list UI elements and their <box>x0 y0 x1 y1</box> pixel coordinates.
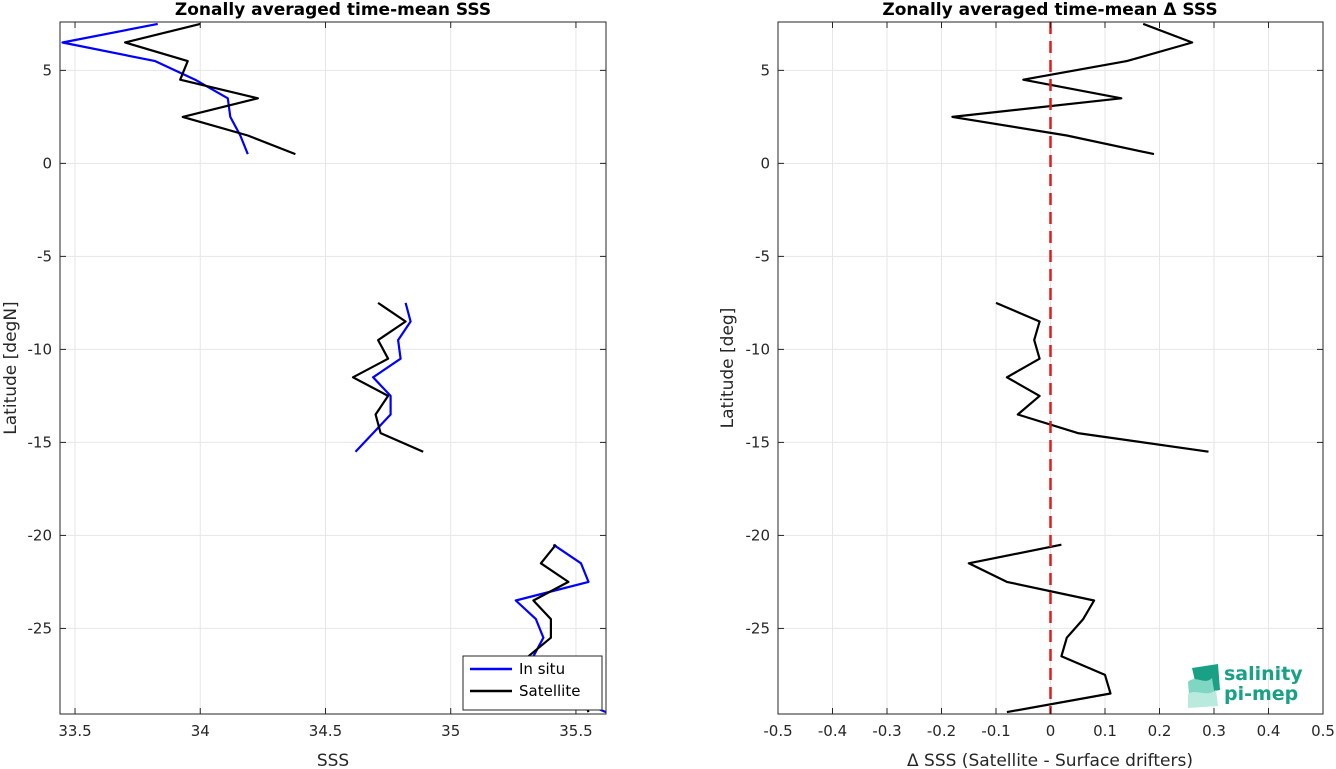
x-tick-label: 0.1 <box>1093 722 1117 740</box>
legend-box <box>462 655 603 711</box>
x-tick-label: -0.3 <box>872 722 901 740</box>
logo-text-salinity: salinity <box>1224 663 1303 685</box>
y-tick-label: 5 <box>42 61 52 79</box>
series-line-satellite <box>351 301 424 453</box>
series-line-delta-sss <box>967 543 1112 714</box>
x-tick-label: -0.1 <box>981 722 1010 740</box>
wave-logo-icon <box>1188 664 1220 708</box>
y-tick-label: -10 <box>28 340 53 358</box>
y-tick-label: 0 <box>760 154 770 172</box>
x-tick-label: 34 <box>191 722 210 740</box>
x-tick-label: 0.3 <box>1202 722 1226 740</box>
series-lines <box>951 22 1209 714</box>
y-tick-label: -20 <box>28 526 53 544</box>
axes-box <box>59 21 607 715</box>
sss-panel: 33.5 34 34.5 35 35.5 5 0 -5 -10 -15 -20 -25 Zonally… <box>1 0 607 769</box>
y-tick-label: -5 <box>37 247 52 265</box>
x-tick-label: 33.5 <box>58 722 91 740</box>
x-tick-label: 0 <box>1046 722 1056 740</box>
ticks: 33.5 34 34.5 35 35.5 5 0 -5 -10 -15 -20 -25 <box>28 22 606 740</box>
series-line-delta-sss <box>995 301 1209 453</box>
y-tick-label: -25 <box>28 619 53 637</box>
chart-title: Zonally averaged time-mean SSS <box>175 0 491 20</box>
x-tick-label: -0.2 <box>927 722 956 740</box>
legend-label-in-situ: In situ <box>519 660 565 678</box>
y-tick-label: -15 <box>746 433 771 451</box>
x-tick-label: 0.2 <box>1148 722 1172 740</box>
y-tick-label: -10 <box>746 340 771 358</box>
y-tick-label: 5 <box>760 61 770 79</box>
series-line-delta-sss <box>951 22 1194 156</box>
salinity-pi-mep-logo: salinity pi-mep <box>1188 663 1303 708</box>
y-axis-label: Latitude [deg] <box>718 308 738 429</box>
x-tick-label: -0.4 <box>818 722 847 740</box>
y-tick-label: -20 <box>746 526 771 544</box>
series-line-satellite <box>123 22 296 156</box>
grid <box>60 22 606 714</box>
y-tick-label: -25 <box>746 619 771 637</box>
x-tick-label: 35 <box>441 722 460 740</box>
y-tick-label: -15 <box>28 433 53 451</box>
logo-text-pi-mep: pi-mep <box>1224 683 1298 705</box>
delta-sss-panel: -0.5 -0.4 -0.3 -0.2 -0.1 0 0.1 0.2 0.3 0.4 0.5 5 0 -5… <box>718 0 1335 769</box>
x-tick-label: 0.4 <box>1257 722 1281 740</box>
legend-label-satellite: Satellite <box>519 682 580 700</box>
x-axis-label: Δ SSS (Satellite - Surface drifters) <box>907 751 1193 769</box>
y-tick-label: 0 <box>42 154 52 172</box>
x-tick-label: 35.5 <box>559 722 592 740</box>
y-axis-label: Latitude [degN] <box>1 301 21 434</box>
x-axis-label: SSS <box>317 751 349 769</box>
x-tick-label: -0.5 <box>763 722 792 740</box>
chart-title: Zonally averaged time-mean Δ SSS <box>882 0 1217 20</box>
plot-area <box>60 22 606 714</box>
x-tick-label: 34.5 <box>309 722 342 740</box>
y-tick-label: -5 <box>755 247 770 265</box>
legend: In situ Satellite <box>462 655 603 711</box>
x-tick-label: 0.5 <box>1311 722 1335 740</box>
series-lines <box>61 22 607 714</box>
ticks: -0.5 -0.4 -0.3 -0.2 -0.1 0 0.1 0.2 0.3 0.4 0.5 5 0 -5… <box>746 22 1335 740</box>
